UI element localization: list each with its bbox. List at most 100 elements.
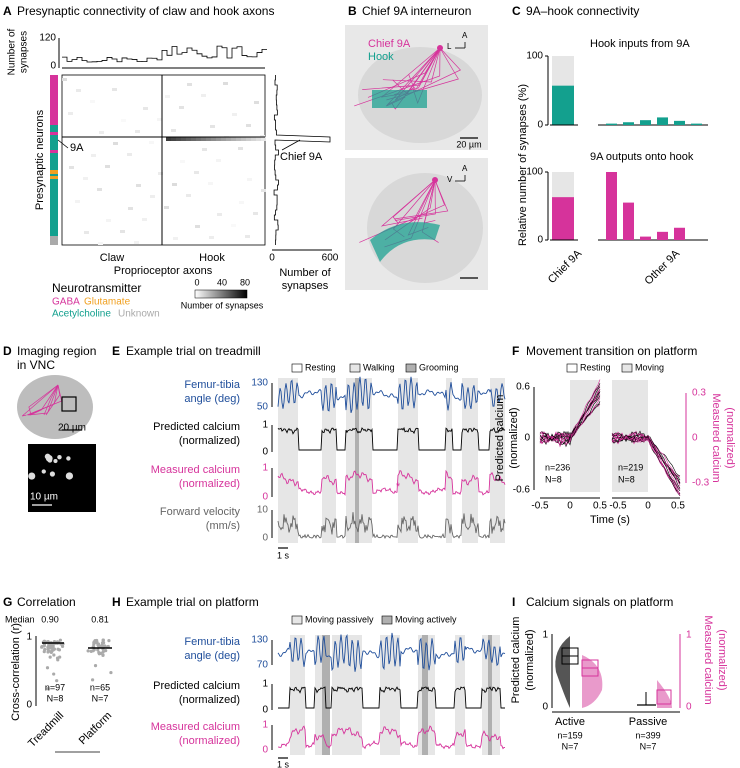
row-label: (mm/s) [206, 520, 240, 532]
panel-letter: A [3, 4, 12, 18]
point [90, 678, 95, 682]
neurite [382, 47, 441, 83]
point [101, 638, 105, 642]
pointer [57, 139, 69, 149]
count-label: N=8 [545, 474, 562, 484]
point [48, 645, 53, 649]
tick-label: 0 [269, 253, 275, 264]
matrix-cell [149, 141, 154, 144]
matrix [61, 74, 266, 246]
matrix-cell [134, 241, 139, 244]
column-label: Claw [100, 252, 125, 264]
tick-label: 40 [217, 277, 227, 287]
tick-label: 0 [524, 433, 530, 444]
count-label: n=97 [45, 682, 65, 692]
signal-trace [277, 376, 506, 414]
matrix-cell [202, 148, 207, 151]
panel-title: Chief 9A interneuron [362, 4, 471, 18]
soma [432, 177, 438, 183]
row-label: Femur-tibia [184, 636, 241, 648]
matrix-cell [171, 137, 176, 141]
bright-spot [65, 472, 74, 480]
axis-label: Measured calcium [702, 615, 714, 704]
tick-label: 0 [262, 705, 268, 716]
matrix-cell [238, 147, 243, 150]
point [101, 650, 105, 654]
neurite [394, 179, 449, 220]
count-label: n=236 [545, 462, 570, 472]
point [96, 648, 100, 652]
legend-item: Walking [363, 362, 395, 372]
matrix-cell [261, 189, 266, 192]
point [97, 652, 101, 656]
count-label: N=7 [92, 693, 109, 703]
matrix-cell [128, 207, 133, 210]
behavior-band [380, 635, 400, 755]
matrix-cell [106, 219, 111, 222]
legend-item: Moving actively [395, 614, 457, 624]
histogram-outline [62, 45, 267, 63]
behavior-band [488, 635, 492, 755]
colorbar [194, 289, 248, 299]
matrix-cell [209, 236, 214, 239]
tick-label: 120 [39, 33, 56, 44]
row-label: Measured calcium [151, 464, 240, 476]
calcium-image [28, 444, 96, 512]
matrix-cell [135, 130, 140, 133]
legend-swatch [291, 615, 303, 625]
point [56, 658, 60, 662]
axis-label: (normalized) [508, 407, 520, 468]
row-label: 9A [70, 142, 84, 154]
hook-axons [370, 222, 440, 262]
panel-title: Correlation [17, 595, 76, 609]
tick-label: 0.5 [593, 501, 607, 512]
matrix-cell [211, 137, 216, 141]
behavior-band [398, 378, 418, 543]
neurite [43, 384, 59, 416]
column-label: Hook [199, 252, 225, 264]
row-label: (normalized) [179, 478, 240, 490]
neurite [28, 384, 59, 416]
vnc-image [17, 375, 93, 439]
matrix-cell [256, 137, 261, 141]
tick-label: -0.5 [609, 501, 627, 512]
legend-item: Glutamate [84, 297, 131, 308]
matrix-cell [221, 137, 226, 141]
point [91, 649, 95, 653]
neuron-strip [50, 125, 58, 236]
bar [606, 123, 617, 125]
point [52, 672, 56, 676]
matrix-cell [246, 137, 251, 141]
point [93, 664, 98, 668]
tick-label: 0 [262, 745, 268, 756]
matrix-cell [180, 160, 185, 163]
panel-title: 9A–hook connectivity [526, 4, 639, 18]
axis-label: Number of [7, 28, 18, 75]
point [86, 649, 90, 653]
point [55, 679, 59, 683]
scale-label: 1 s [277, 550, 290, 560]
tick-label: 80 [240, 277, 250, 287]
matrix-cell [136, 184, 141, 187]
pointer [281, 139, 301, 151]
matrix-cell [201, 137, 206, 141]
scale-label: 1 s [277, 759, 290, 768]
tick-label: 0 [542, 702, 548, 713]
behavior-band [355, 378, 359, 543]
bar [640, 120, 651, 125]
panel-title: Movement transition on platform [526, 344, 697, 358]
point [107, 639, 111, 643]
matrix-cell [105, 165, 110, 168]
behavior-band [322, 378, 336, 543]
tick-label: 100 [526, 167, 543, 178]
point [48, 655, 52, 659]
tick-label: 1 [262, 720, 268, 731]
matrix-cell [62, 78, 67, 81]
legend-swatch [621, 363, 633, 373]
scale-label: 20 µm [456, 139, 481, 149]
matrix-cell [186, 194, 191, 197]
legend-swatch [405, 363, 417, 373]
category-label: Passive [629, 716, 668, 728]
tick-label: 50 [257, 402, 269, 413]
matrix-cell [165, 95, 170, 98]
